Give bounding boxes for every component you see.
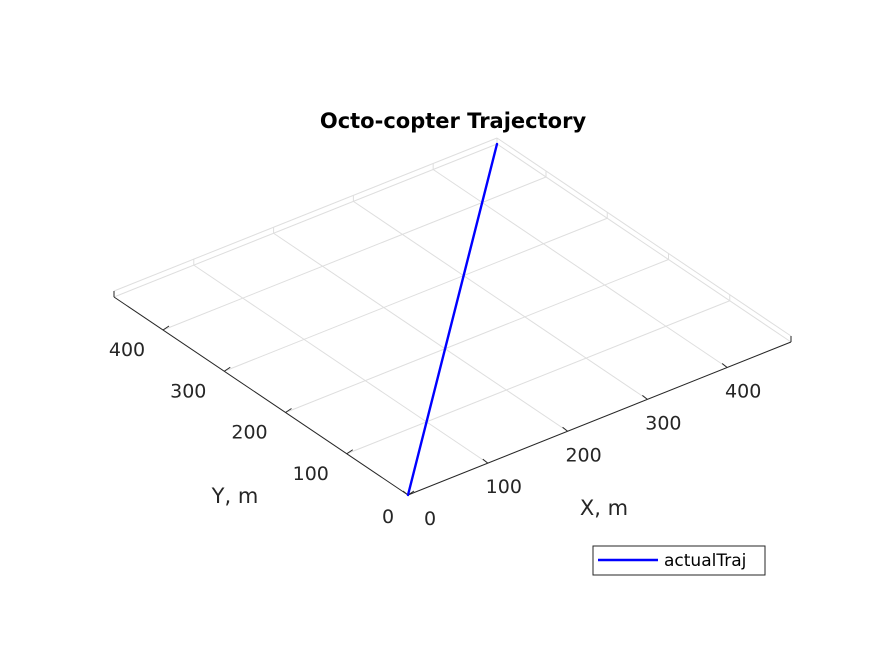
- x-tick-label-200: 200: [565, 444, 601, 466]
- legend-label: actualTraj: [664, 551, 746, 571]
- y-tick-label-0: 0: [382, 506, 394, 528]
- y-tick-label-300: 300: [170, 380, 206, 402]
- y-tick-label-200: 200: [231, 422, 267, 444]
- x-tick-mark-300: [642, 395, 647, 399]
- grid-line-y-480: [114, 144, 497, 297]
- x-tick-mark-200: [563, 427, 568, 431]
- x-tick-label-400: 400: [725, 381, 761, 403]
- x-tick-label-300: 300: [645, 412, 681, 434]
- x-tick-mark-400: [722, 364, 727, 368]
- grid-line-y-200: [286, 260, 669, 413]
- grid-line-x-480: [497, 144, 791, 342]
- grid-line-y-300: [224, 218, 607, 371]
- chart-title: Octo-copter Trajectory: [320, 109, 587, 133]
- legend[interactable]: actualTraj: [593, 546, 765, 575]
- y-tick-label-100: 100: [293, 463, 329, 485]
- x-axis-line: [408, 342, 791, 495]
- grid-line-y-400: [163, 177, 546, 330]
- data-layer: [408, 144, 497, 495]
- back-wall-edge-0: [114, 138, 497, 291]
- y-tick-label-400: 400: [109, 339, 145, 361]
- grid-line-x-200: [274, 233, 568, 431]
- grid-line-x-400: [433, 170, 727, 368]
- x-tick-mark-100: [483, 459, 488, 463]
- x-axis-label: X, m: [580, 496, 628, 520]
- y-axis-line: [114, 297, 408, 495]
- grid-line-x-300: [353, 201, 647, 399]
- y-axis-label: Y, m: [211, 484, 259, 508]
- x-tick-label-100: 100: [486, 476, 522, 498]
- x-tick-label-0: 0: [424, 508, 436, 530]
- back-wall-edge-1: [497, 138, 791, 336]
- series-line-actualTraj: [408, 144, 497, 495]
- grid-layer: [114, 138, 791, 463]
